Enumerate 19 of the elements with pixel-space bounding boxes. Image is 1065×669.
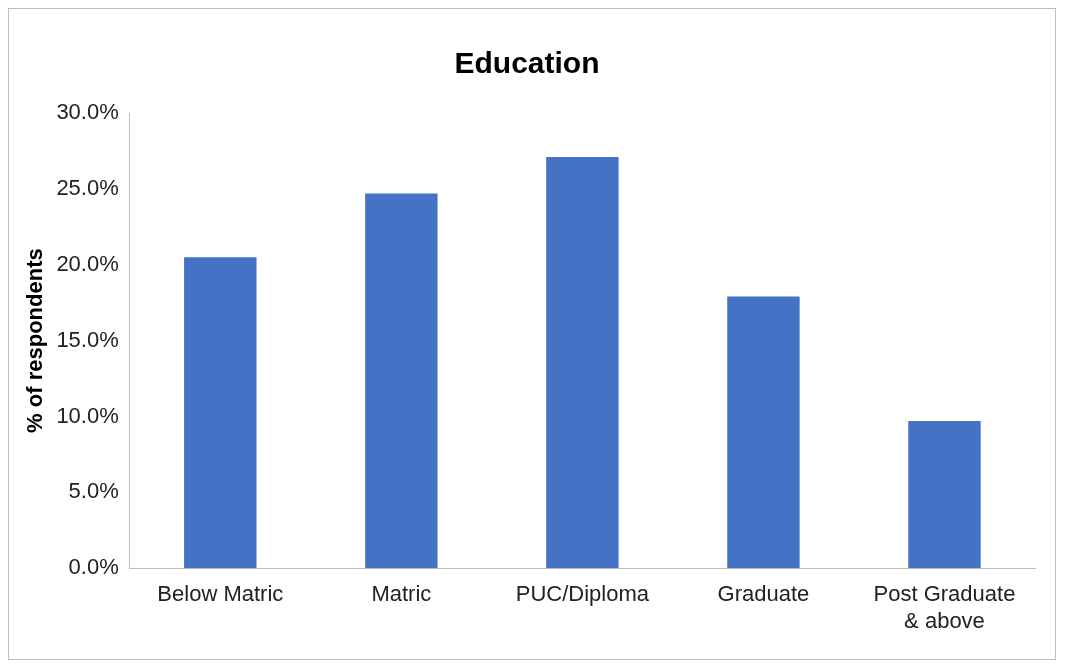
x-tick-label: PUC/Diploma (515, 581, 650, 607)
chart-title: Education (454, 46, 600, 80)
y-tick-label: 20.0% (56, 250, 119, 276)
y-tick-label: 30.0% (56, 99, 119, 125)
y-axis-title: % of respondents (22, 248, 48, 433)
y-tick-label: 15.0% (56, 326, 119, 352)
x-tick-label: Below Matric (157, 581, 284, 607)
bar (908, 421, 981, 569)
x-tick-label: Post Graduate & above (873, 581, 1016, 633)
bar (365, 193, 438, 569)
y-tick-label: 25.0% (56, 174, 119, 200)
y-tick-label: 0.0% (68, 554, 119, 580)
bar (546, 157, 619, 569)
bar (727, 296, 800, 569)
x-tick-label: Matric (371, 581, 432, 607)
y-tick-label: 10.0% (56, 402, 119, 428)
y-tick-label: 5.0% (68, 478, 119, 504)
x-tick-label: Graduate (717, 581, 810, 607)
bar (184, 257, 257, 569)
